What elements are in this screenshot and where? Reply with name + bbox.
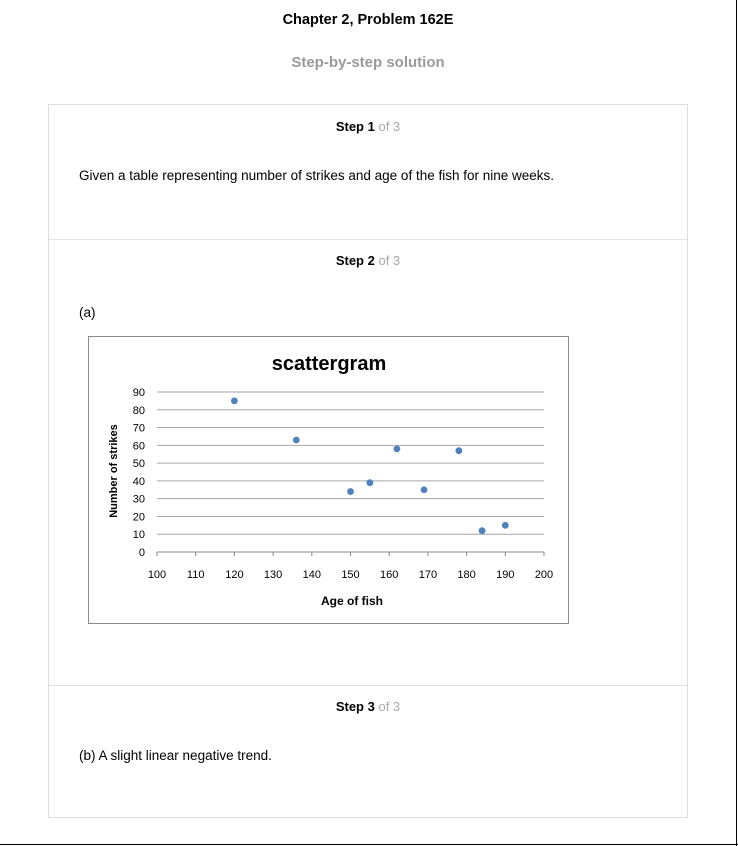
x-tick-label: 130 <box>264 569 282 581</box>
x-tick-label: 200 <box>535 569 553 581</box>
step-2-label: Step 2 <box>335 253 375 268</box>
step-2-part-label: (a) <box>79 305 96 320</box>
step-1-header: Step 1 of 3 <box>49 119 687 134</box>
step-2-count: of 3 <box>378 253 401 268</box>
chart-canvas: scattergram 0 10 20 30 40 50 60 70 80 90 100 110 120… <box>108 353 553 608</box>
y-axis-label: Number of strikes <box>108 424 120 518</box>
chart-tick-labels: 0 10 20 30 40 50 60 70 80 90 100 110 120 130 140 150 160… <box>133 387 553 581</box>
x-tick-label: 150 <box>341 569 359 581</box>
step-3-label: Step 3 <box>335 699 375 714</box>
data-point <box>393 445 401 453</box>
step-2-section: Step 2 of 3 (a) scattergram 0 10 20 30 40 50 6… <box>49 239 687 686</box>
step-3-text: (b) A slight linear negative trend. <box>79 748 272 763</box>
data-point <box>501 521 509 529</box>
x-tick-label: 110 <box>187 569 205 581</box>
chart-points <box>231 397 509 535</box>
step-1-label: Step 1 <box>335 119 375 134</box>
step-3-section: Step 3 of 3 (b) A slight linear negative… <box>49 685 687 817</box>
page-title: Chapter 2, Problem 162E <box>282 12 454 28</box>
chart-title: scattergram <box>272 353 387 375</box>
x-axis-label: Age of fish <box>321 594 383 608</box>
solution-card: Step 1 of 3 Given a table representing n… <box>48 104 688 818</box>
y-tick-label: 60 <box>133 440 145 452</box>
x-tick-label: 120 <box>225 569 243 581</box>
chart-gridlines <box>157 391 544 535</box>
step-3-count: of 3 <box>378 699 401 714</box>
x-tick-label: 170 <box>419 569 437 581</box>
data-point <box>292 436 300 444</box>
y-tick-label: 80 <box>133 405 145 417</box>
step-3-header: Step 3 of 3 <box>49 699 687 714</box>
data-point <box>420 486 428 494</box>
y-tick-label: 10 <box>133 529 145 541</box>
x-tick-label: 180 <box>457 569 475 581</box>
y-tick-label: 40 <box>133 476 145 488</box>
page-border-bottom <box>0 844 738 845</box>
y-tick-label: 90 <box>133 387 145 399</box>
y-tick-label: 30 <box>133 494 145 506</box>
x-tick-label: 190 <box>496 569 514 581</box>
x-tick-label: 100 <box>148 569 166 581</box>
y-tick-label: 20 <box>133 511 145 523</box>
y-tick-label: 0 <box>139 547 145 559</box>
x-tick-label: 160 <box>380 569 398 581</box>
y-tick-label: 50 <box>133 458 145 470</box>
y-tick-label: 70 <box>133 423 145 435</box>
data-point <box>366 479 374 487</box>
x-tick-label: 140 <box>303 569 321 581</box>
data-point <box>478 527 486 535</box>
chart-axes <box>156 551 545 556</box>
step-1-count: of 3 <box>378 119 401 134</box>
step-1-text: Given a table representing number of str… <box>79 168 555 183</box>
step-2-header: Step 2 of 3 <box>49 253 687 268</box>
data-point <box>231 397 238 405</box>
scatter-chart: scattergram 0 10 20 30 40 50 60 70 80 90 100 110 120… <box>88 336 569 624</box>
page-border-right <box>736 0 737 846</box>
step-1-section: Step 1 of 3 Given a table representing n… <box>49 105 687 240</box>
data-point <box>347 488 354 495</box>
page-subtitle: Step-by-step solution <box>291 54 445 71</box>
data-point <box>455 447 463 455</box>
